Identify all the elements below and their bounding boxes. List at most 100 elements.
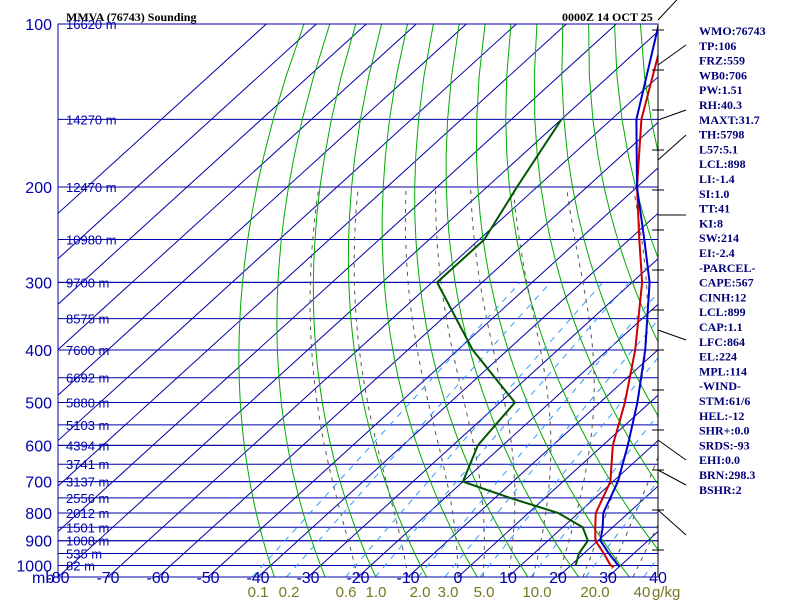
temperature-tick-label: 40	[649, 570, 667, 587]
sounding-index: SRDS:-93	[699, 438, 750, 452]
isotherm--130	[58, 24, 417, 351]
sounding-index: LCL:898	[699, 157, 746, 171]
sounding-index: CINH:12	[699, 290, 746, 304]
mixing-ratio-line	[286, 282, 551, 577]
moist-adiabat	[632, 523, 658, 577]
dry-adiabat	[588, 24, 658, 343]
plot-area	[57, 23, 800, 578]
isotherm-20	[557, 485, 658, 577]
pressure-tick-label: 1000	[16, 559, 52, 576]
pressure-tick-label: 300	[25, 275, 52, 292]
wind-barb	[657, 44, 687, 66]
sounding-index: EHI:0.0	[699, 453, 740, 467]
temperature-tick-label: -50	[196, 570, 219, 587]
dry-adiabat	[770, 24, 800, 577]
isotherm--70	[107, 76, 658, 577]
dry-adiabat	[414, 24, 529, 577]
pressure-tick-label: 500	[25, 396, 52, 413]
wind-barb	[657, 109, 687, 121]
height-label: 1501 m	[66, 520, 109, 535]
wind-barb	[657, 0, 678, 21]
sounding-index: LFC:864	[699, 335, 745, 349]
sounding-index: PW:1.51	[699, 83, 743, 97]
height-label: 2012 m	[66, 506, 109, 521]
sounding-index: TP:106	[699, 39, 736, 53]
sounding-index: SW:214	[699, 231, 739, 245]
sounding-index: KI:8	[699, 216, 723, 230]
dry-adiabat	[445, 24, 580, 577]
pressure-tick-label: 600	[25, 438, 52, 455]
mixing-ratio-label: 10.0	[522, 584, 551, 600]
wind-barb	[657, 329, 687, 341]
height-label: 8575 m	[66, 312, 109, 327]
sounding-index: SI:1.0	[699, 187, 729, 201]
temperature-tick-label: 20	[549, 570, 567, 587]
isotherm--50	[207, 167, 658, 577]
dewpoint-profile	[435, 118, 590, 566]
temperature-tick-label: -80	[46, 570, 69, 587]
mixing-ratio-line	[252, 282, 521, 577]
temperature-tick-label: -20	[346, 570, 369, 587]
height-label: 10980 m	[66, 232, 117, 247]
sounding-index: RH:40.3	[699, 98, 742, 112]
temperature-tick-label: 30	[599, 570, 617, 587]
dry-adiabat	[276, 24, 331, 577]
sounding-index: CAP:1.1	[699, 320, 743, 334]
moist-adiabat	[309, 186, 359, 577]
mixing-ratio-label: 0.2	[279, 584, 300, 600]
sounding-index: WB0:706	[699, 68, 747, 82]
height-label: 1008 m	[66, 534, 109, 549]
height-label: 12470 m	[66, 180, 117, 195]
height-label: 535 m	[66, 546, 102, 561]
isotherm--80	[58, 30, 658, 577]
temperature-tick-label: -10	[396, 570, 419, 587]
temperature-tick-label: -70	[96, 570, 119, 587]
isotherm--40	[257, 212, 658, 577]
sounding-index: STM:61/6	[699, 394, 750, 408]
height-label: 82 m	[66, 559, 95, 574]
isotherm--30	[307, 258, 658, 577]
sounding-index: TT:41	[699, 202, 730, 216]
sounding-index: MPL:114	[699, 364, 747, 378]
temperature-tick-label: -40	[246, 570, 269, 587]
wind-barb	[657, 439, 687, 461]
mixing-ratio-label: 2.0	[410, 584, 431, 600]
dry-adiabat	[381, 24, 478, 577]
mixing-ratio-label: 40	[634, 584, 651, 600]
mixing-ratio-label: 3.0	[438, 584, 459, 600]
isotherm--100	[58, 24, 567, 487]
mixing-ratio-label: 0.1	[248, 584, 269, 600]
pressure-tick-label: 800	[25, 506, 52, 523]
sounding-index: EL:224	[699, 350, 737, 364]
wind-barb	[657, 134, 687, 161]
valid-time: 0000Z 14 OCT 25	[562, 10, 653, 24]
sounding-index: HEL:-12	[699, 409, 744, 423]
isotherm--10	[407, 349, 658, 577]
height-label: 5880 m	[66, 396, 109, 411]
mixing-ratio-line	[530, 414, 658, 577]
sounding-index: TH:5798	[699, 128, 744, 142]
isotherm--120	[58, 24, 467, 396]
plot-frame	[57, 23, 659, 578]
mixing-ratio-line	[479, 357, 658, 577]
temperature-profile	[594, 51, 658, 568]
moist-adiabat	[353, 186, 409, 577]
height-label: 6692 m	[66, 371, 109, 386]
isotherm--60	[157, 121, 658, 577]
height-label: 5103 m	[66, 418, 109, 433]
dry-adiabat	[796, 24, 800, 577]
dry-adiabat	[561, 24, 658, 417]
mixing-ratio-line	[374, 282, 630, 577]
pressure-unit-label: mb	[32, 570, 54, 587]
sounding-index: CAPE:567	[699, 276, 754, 290]
dry-adiabat	[312, 24, 377, 577]
parcel-profile	[599, 24, 658, 568]
sounding-index: FRZ:559	[699, 54, 745, 68]
height-label: 7600 m	[66, 343, 109, 358]
isotherm-0	[457, 394, 658, 577]
mixing-ratio-line	[444, 319, 658, 577]
mixing-ratio-line	[417, 291, 658, 577]
pressure-tick-label: 900	[25, 534, 52, 551]
